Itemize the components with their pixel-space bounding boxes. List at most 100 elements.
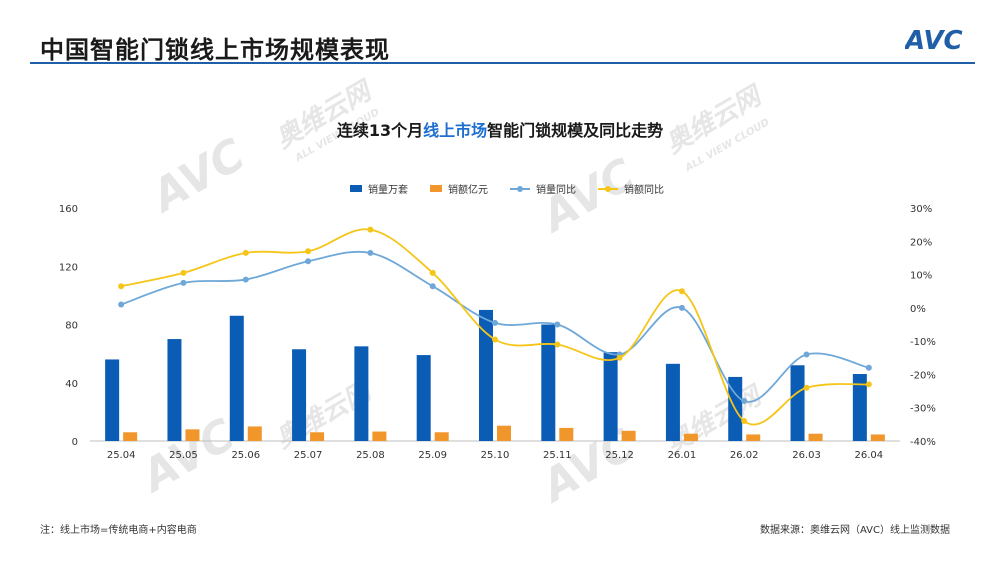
x-tick-label: 25.09	[418, 450, 447, 461]
bar-sales-amount	[870, 434, 885, 441]
bar-sales-volume	[292, 349, 307, 441]
bar-sales-volume	[603, 352, 618, 441]
bar-sales-amount	[185, 429, 200, 441]
y-left-tick-label: 120	[59, 262, 78, 273]
bar-sales-amount	[746, 434, 761, 441]
legend-item-amount-yoy: 销额同比	[598, 181, 664, 196]
bar-sales-volume	[105, 359, 120, 441]
bar-sales-volume	[665, 363, 680, 441]
bar-sales-amount	[808, 433, 823, 441]
line-volume-yoy-point	[118, 301, 125, 308]
chart-title-suffix: 智能门锁规模及同比走势	[487, 121, 664, 140]
bar-sales-amount	[123, 432, 138, 441]
line-volume-yoy-point	[803, 351, 810, 358]
chart-legend: 销量万套 销额亿元 销量同比 销额同比	[350, 181, 664, 196]
bar-sales-volume	[541, 324, 556, 441]
y-left-tick-label: 80	[65, 321, 78, 332]
y-right-tick-label: -40%	[910, 437, 936, 448]
x-tick-label: 26.01	[668, 450, 697, 461]
legend-swatch	[598, 184, 618, 194]
bar-sales-amount	[247, 426, 262, 441]
line-amount-yoy-point	[616, 354, 623, 361]
line-volume-yoy-point	[242, 276, 249, 283]
bar-sales-volume	[354, 346, 369, 441]
bar-sales-amount	[559, 427, 574, 441]
x-tick-label: 25.04	[107, 450, 136, 461]
line-volume-yoy-point	[492, 319, 498, 326]
header-divider	[30, 62, 975, 64]
line-amount-yoy-point	[803, 384, 810, 391]
line-volume-yoy-point	[865, 364, 872, 371]
line-amount-yoy-point	[678, 288, 685, 295]
bar-sales-volume	[790, 365, 805, 441]
line-volume-yoy-point	[180, 279, 187, 286]
bar-sales-amount	[372, 431, 387, 441]
x-tick-label: 25.12	[605, 450, 634, 461]
legend-label: 销额同比	[624, 185, 664, 196]
x-tick-label: 25.10	[481, 450, 510, 461]
x-tick-label: 25.07	[294, 450, 323, 461]
y-left-tick-label: 0	[72, 437, 78, 448]
y-right-tick-label: -20%	[910, 370, 936, 381]
page-title: 中国智能门锁线上市场规模表现	[40, 36, 390, 64]
chart-title-highlight: 线上市场	[423, 121, 488, 140]
bar-sales-volume	[479, 309, 493, 441]
legend-swatch	[510, 184, 530, 194]
bar-sales-amount	[434, 432, 449, 441]
line-amount-yoy-point	[305, 248, 312, 255]
line-amount-yoy-point	[554, 341, 561, 348]
bar-sales-amount	[621, 430, 636, 441]
line-amount-yoy-point	[429, 269, 436, 276]
line-volume-yoy-point	[678, 304, 685, 311]
x-tick-label: 25.05	[169, 450, 198, 461]
line-amount-yoy-point	[741, 418, 748, 425]
line-amount-yoy-point	[180, 269, 187, 276]
chart-title: 连续13个月线上市场智能门锁规模及同比走势	[0, 117, 1000, 141]
line-volume-yoy-point	[305, 258, 312, 265]
bar-sales-amount	[310, 432, 325, 441]
line-amount-yoy-point	[367, 226, 374, 233]
legend-label: 销量万套	[368, 185, 408, 196]
chart-title-prefix: 连续13个月	[336, 121, 424, 140]
y-right-tick-label: 10%	[910, 271, 932, 282]
line-volume-yoy-point	[741, 398, 748, 405]
line-volume-yoy-point	[367, 249, 374, 256]
legend-label: 销量同比	[536, 185, 576, 196]
x-tick-label: 26.04	[855, 450, 884, 461]
legend-swatch	[430, 185, 442, 192]
bar-sales-volume	[229, 315, 244, 441]
line-volume-yoy-point	[554, 321, 561, 328]
x-tick-label: 26.02	[730, 450, 759, 461]
x-tick-label: 26.03	[792, 450, 821, 461]
x-tick-label: 25.08	[356, 450, 385, 461]
line-amount-yoy-point	[865, 381, 872, 388]
line-amount-yoy-point	[242, 249, 249, 256]
legend-swatch	[350, 185, 362, 192]
bar-sales-volume	[167, 339, 182, 441]
bar-sales-volume	[416, 355, 431, 441]
legend-item-sales-amount: 销额亿元	[430, 181, 488, 196]
footnote: 注：线上市场=传统电商+内容电商	[40, 525, 197, 536]
x-tick-label: 25.06	[231, 450, 260, 461]
avc-logo: AVC	[905, 26, 963, 54]
avc-logo-text: AVC	[905, 26, 963, 54]
y-right-tick-label: -30%	[910, 404, 936, 415]
bar-sales-amount	[497, 425, 511, 441]
x-tick-label: 25.11	[543, 450, 572, 461]
line-amount-yoy-point	[118, 283, 125, 290]
legend-label: 销额亿元	[448, 185, 488, 196]
bar-sales-volume	[852, 374, 867, 441]
y-right-tick-label: 20%	[910, 237, 932, 248]
line-volume-yoy-point	[429, 283, 436, 290]
data-source: 数据来源：奥维云网（AVC）线上监测数据	[759, 525, 950, 536]
y-right-tick-label: -10%	[910, 337, 936, 348]
y-left-tick-label: 160	[59, 204, 78, 215]
legend-item-sales-volume: 销量万套	[350, 181, 408, 196]
y-right-tick-label: 0%	[910, 304, 926, 315]
y-right-tick-label: 30%	[910, 204, 932, 215]
y-left-tick-label: 40	[65, 379, 78, 390]
bar-sales-amount	[683, 433, 698, 441]
line-amount-yoy-point	[492, 336, 498, 343]
legend-item-volume-yoy: 销量同比	[510, 181, 576, 196]
